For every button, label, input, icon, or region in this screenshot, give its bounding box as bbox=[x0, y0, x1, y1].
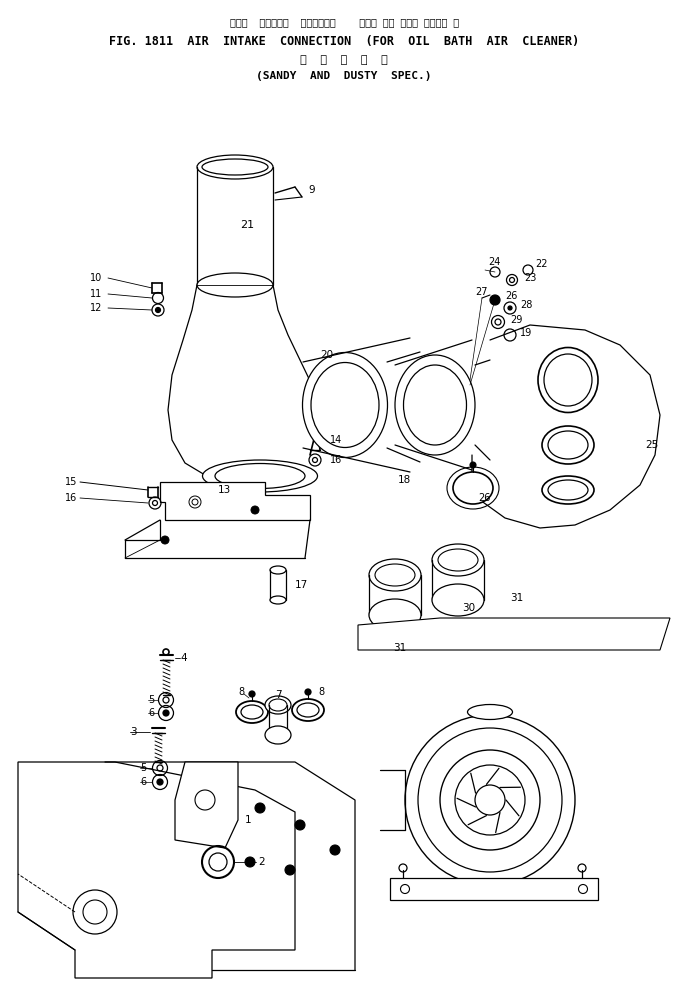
Text: 25: 25 bbox=[645, 440, 658, 450]
Circle shape bbox=[295, 820, 305, 830]
Text: 17: 17 bbox=[295, 580, 308, 590]
Text: 19: 19 bbox=[520, 328, 532, 338]
Circle shape bbox=[405, 715, 575, 885]
Text: 8: 8 bbox=[318, 687, 324, 697]
Circle shape bbox=[245, 857, 255, 867]
Text: 11: 11 bbox=[90, 289, 102, 299]
Text: 6: 6 bbox=[148, 708, 154, 718]
Text: 5: 5 bbox=[140, 763, 146, 773]
Ellipse shape bbox=[468, 705, 513, 720]
Ellipse shape bbox=[395, 355, 475, 455]
Ellipse shape bbox=[538, 347, 598, 412]
Ellipse shape bbox=[369, 599, 421, 631]
Text: 10: 10 bbox=[90, 273, 102, 283]
Ellipse shape bbox=[270, 596, 286, 604]
Circle shape bbox=[156, 307, 161, 312]
Circle shape bbox=[470, 462, 476, 468]
Polygon shape bbox=[358, 618, 670, 650]
Text: 29: 29 bbox=[510, 315, 522, 325]
Text: 8: 8 bbox=[238, 687, 244, 697]
Circle shape bbox=[251, 506, 259, 514]
Text: 砂  塵  地  仕  様: 砂 塵 地 仕 様 bbox=[300, 55, 388, 65]
Text: FIG. 1811  AIR  INTAKE  CONNECTION  (FOR  OIL  BATH  AIR  CLEANER): FIG. 1811 AIR INTAKE CONNECTION (FOR OIL… bbox=[109, 35, 579, 48]
Text: 31: 31 bbox=[393, 643, 407, 653]
Circle shape bbox=[163, 710, 169, 716]
Circle shape bbox=[249, 691, 255, 697]
Text: 3: 3 bbox=[130, 727, 136, 737]
Circle shape bbox=[215, 785, 225, 795]
Text: 27: 27 bbox=[475, 287, 488, 297]
Text: 23: 23 bbox=[524, 273, 536, 283]
Text: 1: 1 bbox=[245, 815, 251, 825]
Text: 7: 7 bbox=[275, 690, 281, 700]
Circle shape bbox=[508, 306, 512, 310]
Circle shape bbox=[330, 845, 340, 855]
Ellipse shape bbox=[302, 352, 387, 457]
Text: 16: 16 bbox=[65, 493, 77, 503]
Text: 20: 20 bbox=[320, 350, 333, 360]
Text: 9: 9 bbox=[308, 185, 315, 195]
Ellipse shape bbox=[453, 472, 493, 504]
Text: 2: 2 bbox=[258, 857, 265, 867]
Polygon shape bbox=[160, 482, 310, 520]
Text: 28: 28 bbox=[520, 300, 533, 310]
Text: 5: 5 bbox=[148, 695, 154, 705]
Circle shape bbox=[490, 295, 500, 305]
Ellipse shape bbox=[265, 726, 291, 744]
Text: 26: 26 bbox=[478, 493, 491, 503]
Text: 15: 15 bbox=[65, 477, 77, 487]
Circle shape bbox=[305, 689, 311, 695]
Circle shape bbox=[285, 865, 295, 875]
Circle shape bbox=[255, 803, 265, 813]
Ellipse shape bbox=[432, 544, 484, 576]
Text: 6: 6 bbox=[140, 777, 146, 787]
Circle shape bbox=[475, 785, 505, 815]
Text: 16: 16 bbox=[330, 455, 342, 465]
Ellipse shape bbox=[432, 584, 484, 616]
Ellipse shape bbox=[236, 701, 268, 723]
Circle shape bbox=[157, 779, 163, 785]
Text: 13: 13 bbox=[218, 485, 232, 495]
Ellipse shape bbox=[292, 699, 324, 721]
Ellipse shape bbox=[197, 273, 273, 297]
Text: (SANDY  AND  DUSTY  SPEC.): (SANDY AND DUSTY SPEC.) bbox=[256, 71, 432, 81]
Ellipse shape bbox=[369, 559, 421, 591]
Text: 14: 14 bbox=[330, 435, 342, 445]
Text: 22: 22 bbox=[535, 259, 548, 269]
Ellipse shape bbox=[197, 155, 273, 179]
Circle shape bbox=[161, 536, 169, 544]
Polygon shape bbox=[175, 762, 238, 848]
Text: 21: 21 bbox=[240, 220, 254, 230]
Polygon shape bbox=[18, 762, 295, 978]
Ellipse shape bbox=[265, 696, 291, 714]
Text: 30: 30 bbox=[462, 603, 475, 613]
Text: 12: 12 bbox=[90, 303, 103, 313]
Text: 26: 26 bbox=[505, 291, 517, 301]
Text: 4: 4 bbox=[180, 653, 187, 663]
Polygon shape bbox=[390, 878, 598, 900]
Text: エアー  インテーク  コネクション    オイル バス エアー クリーナ 用: エアー インテーク コネクション オイル バス エアー クリーナ 用 bbox=[230, 17, 460, 27]
Text: 24: 24 bbox=[488, 257, 500, 267]
Text: 31: 31 bbox=[510, 593, 523, 603]
Ellipse shape bbox=[542, 476, 594, 504]
Text: 18: 18 bbox=[398, 475, 411, 485]
Ellipse shape bbox=[203, 460, 318, 492]
Ellipse shape bbox=[542, 426, 594, 464]
Ellipse shape bbox=[270, 566, 286, 574]
